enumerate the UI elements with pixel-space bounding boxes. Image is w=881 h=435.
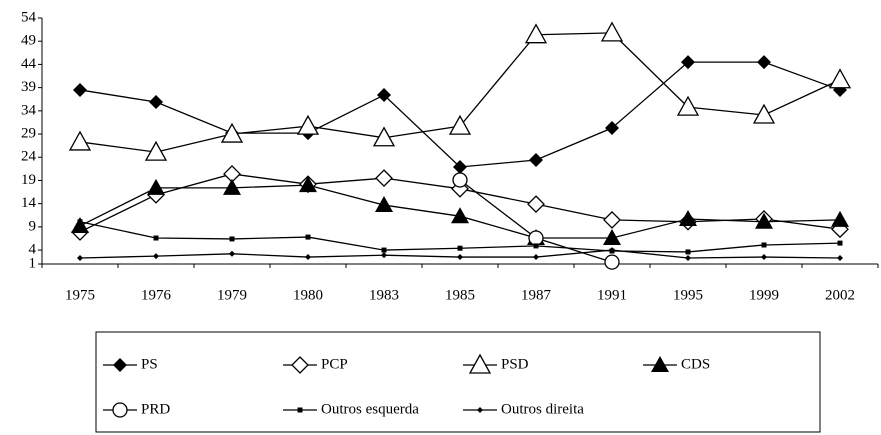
x-tick-label: 1987: [521, 287, 552, 303]
data-point: [457, 245, 463, 251]
data-point: [609, 247, 615, 254]
data-point: [604, 254, 620, 270]
legend-marker: [113, 358, 127, 372]
data-point: [153, 235, 159, 241]
y-tick-label: 1: [29, 255, 37, 271]
y-tick-label: 9: [29, 218, 37, 234]
legend-box: [95, 331, 821, 433]
data-point: [381, 247, 387, 253]
y-tick-label: 4: [29, 242, 37, 258]
data-point: [600, 21, 624, 42]
legend-label: Outros esquerda: [321, 401, 419, 417]
data-point: [524, 23, 548, 44]
data-point: [448, 114, 472, 135]
x-tick-label: 1979: [217, 287, 247, 303]
data-point: [603, 229, 621, 246]
data-point: [68, 130, 92, 151]
legend-label: PSD: [501, 356, 529, 372]
x-tick-label: 1976: [141, 287, 172, 303]
data-point: [527, 195, 545, 214]
data-point: [153, 253, 159, 260]
x-tick-label: 1975: [65, 287, 95, 303]
data-point: [685, 249, 691, 255]
data-point: [452, 172, 468, 188]
data-point: [533, 243, 539, 249]
data-point: [837, 240, 843, 246]
legend-label: PCP: [321, 356, 348, 372]
data-point: [299, 176, 317, 193]
data-point: [533, 254, 539, 261]
data-point: [528, 230, 544, 246]
data-point: [375, 196, 393, 213]
data-point: [372, 126, 396, 147]
data-point: [77, 219, 83, 225]
data-point: [223, 178, 241, 195]
data-point: [229, 236, 235, 242]
y-tick-label: 19: [21, 172, 36, 188]
data-point: [305, 234, 311, 240]
data-point: [757, 55, 771, 70]
data-point: [229, 250, 235, 257]
data-point: [761, 242, 767, 248]
x-tick-label: 1995: [673, 287, 703, 303]
legend-marker: [477, 407, 483, 413]
legend-label: PS: [141, 356, 158, 372]
y-tick-label: 44: [21, 56, 37, 72]
y-tick-label: 49: [21, 33, 36, 49]
y-tick-label: 14: [21, 195, 37, 211]
data-point: [681, 55, 695, 70]
data-point: [451, 207, 469, 224]
x-tick-label: 2002: [825, 287, 855, 303]
y-tick-label: 34: [21, 102, 37, 118]
x-tick-label: 1999: [749, 287, 779, 303]
data-point: [305, 254, 311, 261]
data-point: [71, 216, 89, 233]
x-tick-label: 1983: [369, 287, 399, 303]
legend-label: PRD: [141, 401, 170, 417]
x-tick-label: 1980: [293, 287, 323, 303]
data-point: [752, 103, 776, 124]
data-point: [457, 254, 463, 261]
data-point: [453, 159, 467, 174]
y-tick-label: 24: [21, 149, 37, 165]
data-point: [144, 140, 168, 161]
data-point: [529, 153, 543, 168]
data-point: [679, 209, 697, 226]
data-point: [381, 252, 387, 259]
data-point: [377, 88, 391, 103]
data-point: [220, 122, 244, 143]
legend-label: CDS: [681, 356, 710, 372]
data-point: [605, 121, 619, 136]
data-point: [603, 210, 621, 229]
data-point: [828, 68, 852, 89]
x-tick-label: 1985: [445, 287, 475, 303]
series-line: [79, 61, 841, 168]
legend-marker: [297, 407, 303, 413]
y-tick-label: 54: [21, 9, 37, 25]
y-tick-label: 29: [21, 125, 36, 141]
data-point: [831, 210, 849, 227]
legend-marker: [112, 402, 128, 418]
legend-marker: [291, 356, 309, 374]
legend-marker: [468, 353, 492, 374]
y-tick-label: 39: [21, 79, 36, 95]
data-point: [149, 95, 163, 110]
data-point: [296, 114, 320, 135]
legend-marker: [651, 356, 669, 372]
x-tick-label: 1991: [597, 287, 627, 303]
data-point: [761, 254, 767, 261]
data-point: [755, 212, 773, 229]
data-point: [77, 254, 83, 261]
data-point: [73, 82, 87, 97]
data-point: [685, 254, 691, 261]
data-point: [375, 169, 393, 188]
data-point: [147, 178, 165, 195]
legend-label: Outros direita: [501, 401, 584, 417]
data-point: [676, 95, 700, 116]
data-point: [837, 254, 843, 261]
